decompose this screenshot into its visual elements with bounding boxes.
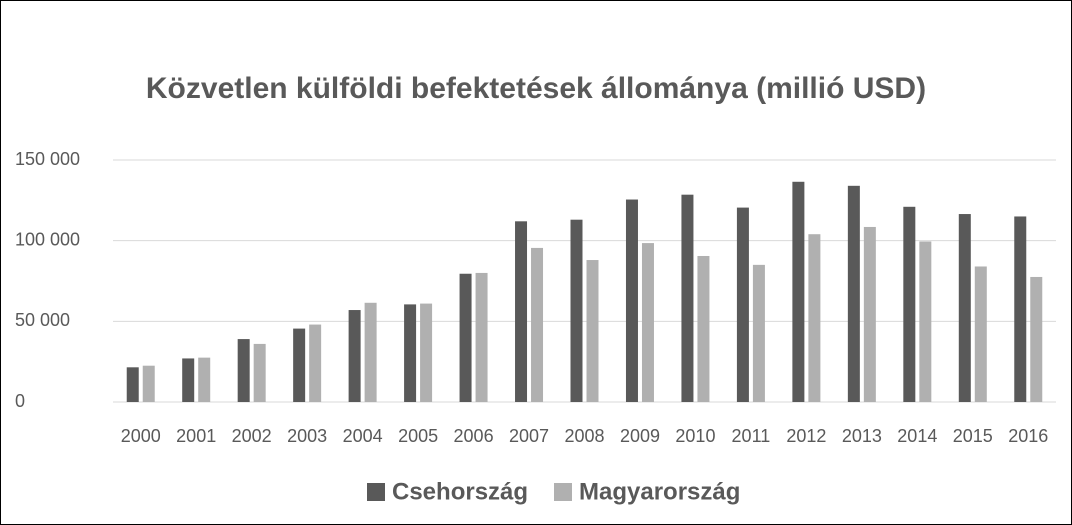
x-tick-label: 2015: [953, 426, 993, 446]
x-tick-label: 2012: [786, 426, 826, 446]
y-tick-label: 50 000: [15, 310, 70, 330]
bar: [420, 303, 433, 402]
x-tick-label: 2002: [232, 426, 272, 446]
y-tick-label: 100 000: [15, 229, 80, 249]
bar: [253, 343, 266, 402]
x-tick-label: 2005: [398, 426, 438, 446]
bar: [198, 357, 211, 402]
bar: [847, 185, 860, 402]
y-tick-label: 0: [15, 391, 25, 411]
bar: [515, 221, 528, 402]
bar: [808, 234, 821, 402]
x-tick-label: 2016: [1008, 426, 1048, 446]
bar: [570, 219, 583, 402]
bar: [1014, 216, 1027, 402]
bar: [974, 266, 987, 402]
x-tick-label: 2013: [842, 426, 882, 446]
bar: [237, 339, 250, 402]
bar: [126, 367, 139, 402]
y-tick-label: 150 000: [15, 149, 80, 169]
x-tick-label: 2008: [564, 426, 604, 446]
bar: [364, 302, 377, 402]
x-tick-label: 2009: [620, 426, 660, 446]
bar: [531, 247, 544, 402]
x-tick-label: 2003: [287, 426, 327, 446]
bar: [459, 273, 472, 402]
x-tick-label: 2007: [509, 426, 549, 446]
x-tick-label: 2006: [454, 426, 494, 446]
x-tick-label: 2014: [897, 426, 937, 446]
chart-title: Közvetlen külföldi befektetések állomány…: [145, 72, 927, 105]
legend-label: Csehország: [392, 478, 528, 505]
legend-swatch: [554, 483, 572, 501]
bar: [625, 199, 638, 402]
bar: [903, 206, 916, 402]
bar: [792, 181, 805, 402]
x-tick-label: 2004: [343, 426, 383, 446]
bar: [1030, 276, 1043, 402]
bar: [293, 328, 306, 402]
bar: [958, 214, 971, 402]
bar: [681, 194, 694, 402]
bar: [182, 358, 195, 402]
bar: [142, 365, 155, 402]
bar: [404, 304, 417, 402]
bar: [736, 207, 749, 402]
legend-label: Magyarország: [579, 478, 740, 505]
x-tick-label: 2010: [675, 426, 715, 446]
bar: [475, 272, 488, 402]
legend-swatch: [367, 483, 385, 501]
bar: [919, 241, 932, 402]
bar: [309, 324, 322, 402]
bar: [348, 310, 361, 402]
bar: [586, 260, 599, 402]
bar: [697, 255, 710, 402]
x-tick-label: 2000: [121, 426, 161, 446]
bar: [641, 243, 654, 402]
x-tick-label: 2001: [176, 426, 216, 446]
bar: [863, 226, 876, 402]
x-tick-label: 2011: [732, 426, 771, 446]
bar: [752, 264, 765, 402]
